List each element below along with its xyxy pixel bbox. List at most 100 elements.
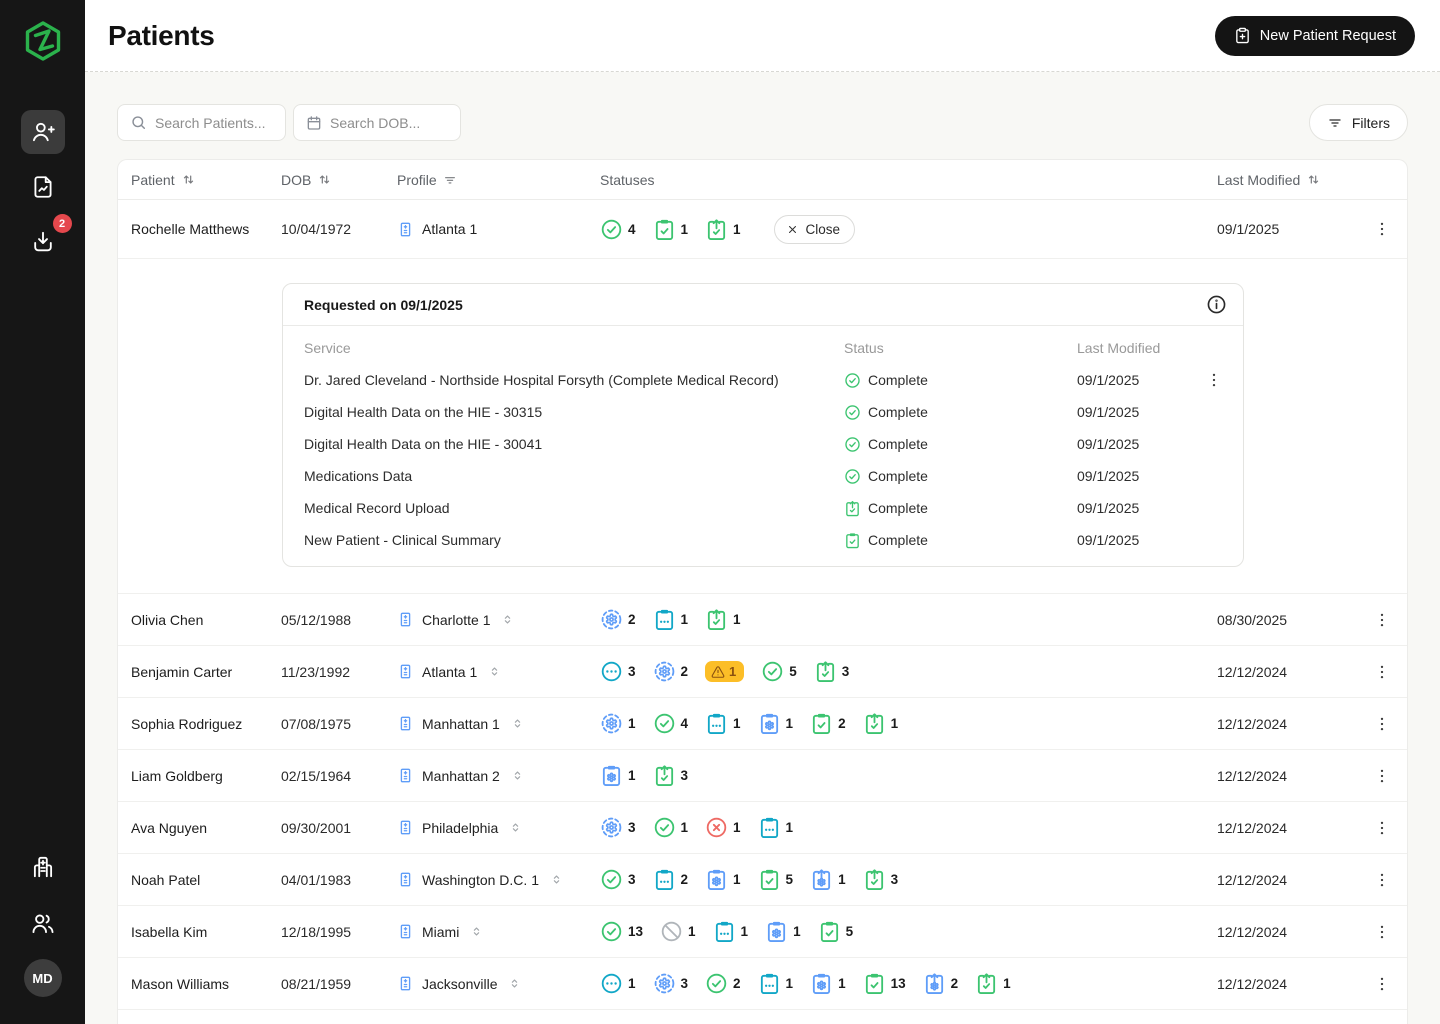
row-menu-button[interactable] xyxy=(1367,813,1397,843)
status-gear-dashed[interactable]: 3 xyxy=(653,972,689,995)
row-menu-button[interactable] xyxy=(1367,761,1397,791)
row-menu-button[interactable] xyxy=(1367,917,1397,947)
request-info-button[interactable] xyxy=(1201,290,1231,320)
status-check-circle[interactable]: 1 xyxy=(653,816,689,839)
status-clipboard-gear[interactable]: 1 xyxy=(810,972,846,995)
sidebar-item-add-patient[interactable] xyxy=(21,110,65,154)
clipboard-up-icon xyxy=(844,500,861,517)
patient-row[interactable]: Isabella Kim 12/18/1995 Miami 131115 12/… xyxy=(118,906,1407,958)
sort-icon[interactable] xyxy=(1306,172,1321,187)
status-clipboard-dots[interactable]: 1 xyxy=(758,972,794,995)
status-clipboard-up[interactable]: 1 xyxy=(863,712,899,735)
sort-icon[interactable] xyxy=(317,172,332,187)
search-icon xyxy=(130,114,147,131)
user-avatar[interactable]: MD xyxy=(24,959,62,997)
close-expanded-button[interactable]: Close xyxy=(774,215,856,244)
status-slash-circle[interactable]: 1 xyxy=(660,920,696,943)
status-clipboard-up-gear[interactable]: 1 xyxy=(810,868,846,891)
status-clipboard-up[interactable]: 3 xyxy=(653,764,689,787)
status-check-circle[interactable]: 3 xyxy=(600,868,636,891)
status-warning-badge[interactable]: 1 xyxy=(705,661,744,682)
status-clipboard-dots[interactable]: 2 xyxy=(653,868,689,891)
service-status-label: Complete xyxy=(868,436,928,452)
status-check-circle[interactable]: 2 xyxy=(705,972,741,995)
profile-selector-icon[interactable] xyxy=(469,924,484,939)
search-dob-box[interactable] xyxy=(293,104,461,141)
status-gear-dashed[interactable]: 2 xyxy=(600,608,636,631)
row-menu-button[interactable] xyxy=(1199,365,1229,395)
sidebar-item-team[interactable] xyxy=(21,902,65,946)
status-gear-dashed[interactable]: 3 xyxy=(600,816,636,839)
building-icon xyxy=(397,611,414,628)
filter-icon[interactable] xyxy=(443,173,457,187)
clipboard-up-icon xyxy=(863,868,886,891)
filters-button[interactable]: Filters xyxy=(1309,104,1408,141)
status-clipboard-gear[interactable]: 1 xyxy=(600,764,636,787)
status-clipboard-up[interactable]: 1 xyxy=(705,218,741,241)
patient-row[interactable]: Mason Williams 08/21/1959 Jacksonville 1… xyxy=(118,958,1407,1010)
status-clipboard-check[interactable]: 1 xyxy=(653,218,689,241)
status-clipboard-up-gear[interactable]: 2 xyxy=(923,972,959,995)
status-gear-dashed[interactable]: 2 xyxy=(653,660,689,683)
status-clipboard-gear[interactable]: 1 xyxy=(705,868,741,891)
status-clipboard-gear[interactable]: 1 xyxy=(765,920,801,943)
profile-selector-icon[interactable] xyxy=(500,612,515,627)
row-menu-button[interactable] xyxy=(1367,865,1397,895)
sidebar-item-facilities[interactable] xyxy=(21,845,65,889)
row-menu-button[interactable] xyxy=(1367,605,1397,635)
row-menu-button[interactable] xyxy=(1367,709,1397,739)
status-check-circle[interactable]: 5 xyxy=(761,660,797,683)
search-patients-box[interactable] xyxy=(117,104,286,141)
patient-row[interactable]: Ava Nguyen 09/30/2001 Philadelphia 3111 … xyxy=(118,802,1407,854)
status-clipboard-check[interactable]: 5 xyxy=(758,868,794,891)
column-patient[interactable]: Patient xyxy=(131,172,281,188)
status-clipboard-up[interactable]: 3 xyxy=(863,868,899,891)
profile-selector-icon[interactable] xyxy=(549,872,564,887)
column-last-modified[interactable]: Last Modified xyxy=(1217,172,1357,188)
last-modified: 09/1/2025 xyxy=(1217,221,1357,237)
patient-row[interactable]: Rochelle Matthews 10/04/1972 Atlanta 1 4… xyxy=(118,200,1407,259)
status-check-circle[interactable]: 4 xyxy=(600,218,636,241)
row-menu-button[interactable] xyxy=(1367,969,1397,999)
profile-selector-icon[interactable] xyxy=(510,716,525,731)
profile-selector-icon[interactable] xyxy=(510,768,525,783)
patient-row[interactable]: Olivia Chen 05/12/1988 Charlotte 1 211 0… xyxy=(118,594,1407,646)
last-modified: 12/12/2024 xyxy=(1217,976,1357,992)
status-check-circle[interactable]: 4 xyxy=(653,712,689,735)
search-patients-input[interactable] xyxy=(155,115,273,131)
status-clipboard-up[interactable]: 1 xyxy=(705,608,741,631)
row-menu-button[interactable] xyxy=(1367,214,1397,244)
status-clipboard-up[interactable]: 1 xyxy=(975,972,1011,995)
patient-row[interactable]: Noah Patel 04/01/1983 Washington D.C. 1 … xyxy=(118,854,1407,906)
status-clipboard-check[interactable]: 5 xyxy=(818,920,854,943)
service-status: Complete xyxy=(844,500,1077,517)
patient-row[interactable]: Sophia Rodriguez 07/08/1975 Manhattan 1 … xyxy=(118,698,1407,750)
profile-selector-icon[interactable] xyxy=(507,976,522,991)
status-clipboard-dots[interactable]: 1 xyxy=(705,712,741,735)
status-circle-dots[interactable]: 1 xyxy=(600,972,636,995)
patient-row[interactable] xyxy=(118,1010,1407,1024)
sidebar-item-downloads[interactable]: 2 xyxy=(21,220,65,264)
row-menu-button[interactable] xyxy=(1367,657,1397,687)
status-circle-dots[interactable]: 3 xyxy=(600,660,636,683)
status-clipboard-up[interactable]: 3 xyxy=(814,660,850,683)
column-profile[interactable]: Profile xyxy=(397,172,600,188)
column-dob[interactable]: DOB xyxy=(281,172,397,188)
status-clipboard-dots[interactable]: 1 xyxy=(713,920,749,943)
search-dob-input[interactable] xyxy=(330,115,448,131)
status-clipboard-check[interactable]: 2 xyxy=(810,712,846,735)
sidebar-item-reports[interactable] xyxy=(21,165,65,209)
new-patient-request-button[interactable]: New Patient Request xyxy=(1215,16,1415,56)
status-gear-dashed[interactable]: 1 xyxy=(600,712,636,735)
status-clipboard-dots[interactable]: 1 xyxy=(758,816,794,839)
patient-row[interactable]: Liam Goldberg 02/15/1964 Manhattan 2 13 … xyxy=(118,750,1407,802)
profile-selector-icon[interactable] xyxy=(487,664,502,679)
status-clipboard-dots[interactable]: 1 xyxy=(653,608,689,631)
status-check-circle[interactable]: 13 xyxy=(600,920,643,943)
patient-row[interactable]: Benjamin Carter 11/23/1992 Atlanta 1 321… xyxy=(118,646,1407,698)
profile-selector-icon[interactable] xyxy=(508,820,523,835)
status-clipboard-gear[interactable]: 1 xyxy=(758,712,794,735)
status-x-circle[interactable]: 1 xyxy=(705,816,741,839)
sort-icon[interactable] xyxy=(181,172,196,187)
status-clipboard-check[interactable]: 13 xyxy=(863,972,906,995)
